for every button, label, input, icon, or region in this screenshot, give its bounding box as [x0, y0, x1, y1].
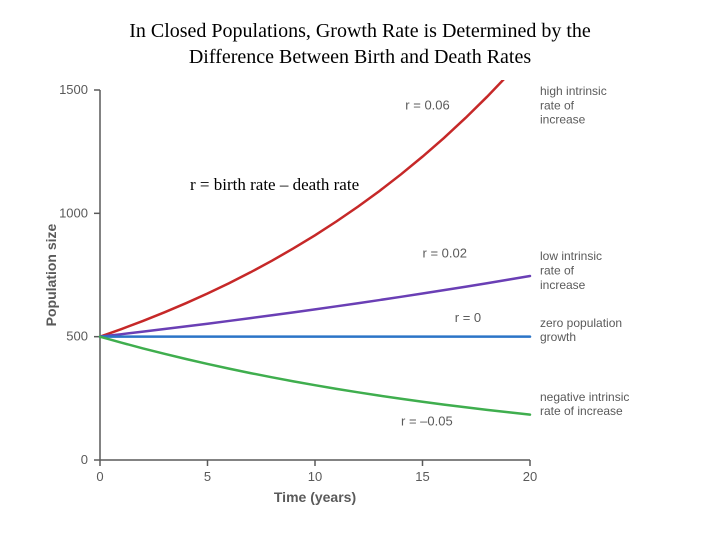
- series-inline-label-r_0: r = 0: [455, 310, 481, 325]
- y-tick-label: 1500: [59, 82, 88, 97]
- series-inline-label-r_002: r = 0.02: [423, 246, 467, 261]
- series-side-label-r_neg005: negative intrinsicrate of increase: [540, 390, 629, 418]
- title-line-2: Difference Between Birth and Death Rates: [189, 46, 531, 68]
- x-tick-label: 5: [204, 469, 211, 484]
- x-tick-label: 20: [523, 469, 537, 484]
- y-tick-label: 500: [66, 329, 88, 344]
- series-r_002: [100, 276, 530, 337]
- x-tick-label: 10: [308, 469, 322, 484]
- series-inline-label-r_neg005: r = –0.05: [401, 413, 453, 428]
- y-axis-label: Population size: [43, 223, 59, 326]
- y-tick-label: 1000: [59, 205, 88, 220]
- series-side-label-r_0: zero populationgrowth: [540, 316, 622, 344]
- series-r_neg005: [100, 337, 530, 415]
- growth-chart: 0 5 10 15 20 0 500 1000 1500 Time (years) Populati…: [40, 80, 680, 510]
- x-axis-label: Time (years): [274, 489, 356, 505]
- series-r_006: [100, 80, 530, 337]
- series-inline-label-r_006: r = 0.06: [405, 98, 449, 113]
- y-tick-label: 0: [81, 452, 88, 467]
- x-tick-label: 15: [415, 469, 429, 484]
- x-tick-label: 0: [96, 469, 103, 484]
- series-side-label-r_002: low intrinsicrate ofincrease: [540, 249, 602, 292]
- title-line-1: In Closed Populations, Growth Rate is De…: [129, 20, 591, 42]
- series-side-label-r_006: high intrinsicrate ofincrease: [540, 84, 607, 127]
- page-title: In Closed Populations, Growth Rate is De…: [0, 18, 720, 70]
